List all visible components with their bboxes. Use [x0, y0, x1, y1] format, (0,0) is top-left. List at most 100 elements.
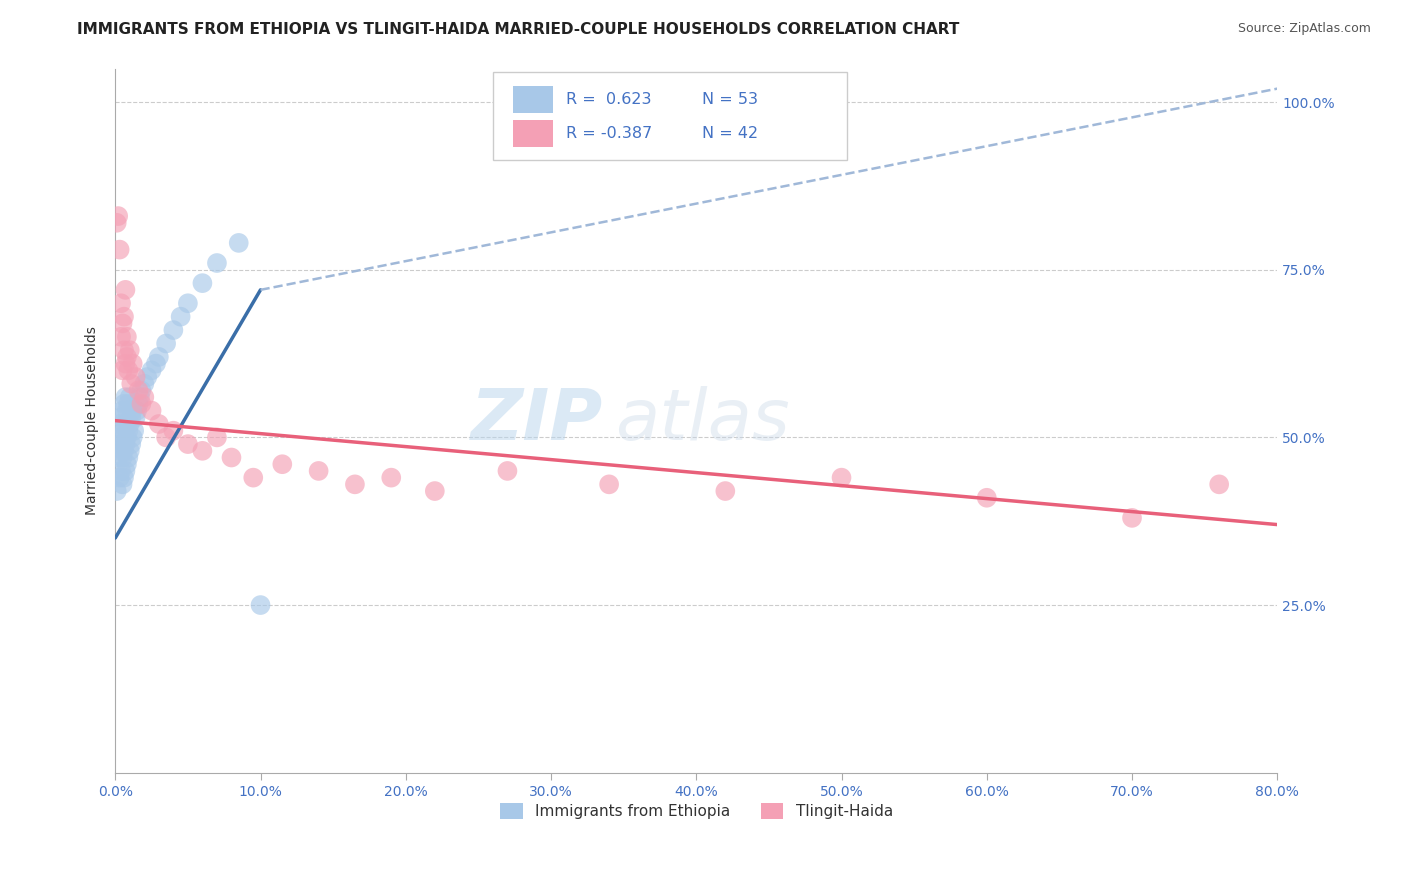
Point — [121, 403, 143, 417]
Point — [343, 477, 366, 491]
Point — [124, 410, 146, 425]
Point — [108, 443, 131, 458]
Point — [112, 310, 135, 324]
Text: N = 42: N = 42 — [702, 126, 758, 141]
Point — [118, 417, 141, 431]
Point — [129, 390, 152, 404]
Point — [108, 417, 131, 431]
Text: IMMIGRANTS FROM ETHIOPIA VS TLINGIT-HAIDA MARRIED-COUPLE HOUSEHOLDS CORRELATION : IMMIGRANTS FROM ETHIOPIA VS TLINGIT-HAID… — [77, 22, 960, 37]
Bar — [513, 87, 554, 113]
Point — [120, 437, 142, 451]
Point — [118, 390, 141, 404]
Point — [121, 357, 143, 371]
Point — [155, 430, 177, 444]
Point — [976, 491, 998, 505]
Point — [115, 430, 138, 444]
Point — [177, 296, 200, 310]
Point — [205, 430, 228, 444]
Point — [155, 336, 177, 351]
Text: N = 53: N = 53 — [702, 92, 758, 107]
Point — [117, 424, 139, 438]
Point — [110, 437, 132, 451]
Point — [191, 276, 214, 290]
Point — [115, 350, 138, 364]
Point — [221, 450, 243, 465]
Point — [177, 437, 200, 451]
Point — [131, 384, 153, 398]
Point — [271, 457, 294, 471]
Point — [114, 357, 136, 371]
Point — [598, 477, 620, 491]
Point — [141, 403, 163, 417]
Point — [110, 330, 132, 344]
Point — [134, 390, 156, 404]
Point — [249, 598, 271, 612]
Point — [380, 470, 402, 484]
Point — [131, 397, 153, 411]
Point — [122, 424, 145, 438]
Point — [121, 430, 143, 444]
Point — [112, 470, 135, 484]
Point — [118, 443, 141, 458]
Point — [1208, 477, 1230, 491]
Point — [205, 256, 228, 270]
Point — [111, 450, 134, 465]
Point — [110, 410, 132, 425]
Point — [228, 235, 250, 250]
Point — [111, 403, 134, 417]
Point — [112, 343, 135, 358]
Point — [112, 397, 135, 411]
Point — [128, 384, 150, 398]
Point — [242, 470, 264, 484]
Point — [141, 363, 163, 377]
Point — [117, 397, 139, 411]
Point — [124, 370, 146, 384]
Point — [136, 370, 159, 384]
Point — [112, 443, 135, 458]
Point — [148, 417, 170, 431]
Point — [162, 323, 184, 337]
Point — [107, 430, 129, 444]
Text: ZIP: ZIP — [471, 386, 603, 455]
Point — [128, 397, 150, 411]
FancyBboxPatch shape — [494, 72, 848, 160]
Text: R = -0.387: R = -0.387 — [567, 126, 652, 141]
Point — [111, 317, 134, 331]
Point — [114, 390, 136, 404]
Point — [162, 424, 184, 438]
Point — [148, 350, 170, 364]
Point — [114, 437, 136, 451]
Point — [120, 376, 142, 391]
Point — [308, 464, 330, 478]
Point — [145, 357, 167, 371]
Text: atlas: atlas — [614, 386, 790, 455]
Point — [111, 363, 134, 377]
Point — [117, 450, 139, 465]
Point — [134, 376, 156, 391]
Point — [114, 283, 136, 297]
Point — [115, 457, 138, 471]
Text: Source: ZipAtlas.com: Source: ZipAtlas.com — [1237, 22, 1371, 36]
Point — [111, 430, 134, 444]
Point — [108, 470, 131, 484]
Point — [169, 310, 191, 324]
Point — [423, 484, 446, 499]
Point — [105, 484, 128, 499]
Point — [831, 470, 853, 484]
Point — [714, 484, 737, 499]
Point — [120, 410, 142, 425]
Bar — [513, 120, 554, 146]
Point — [110, 296, 132, 310]
Point — [115, 403, 138, 417]
Point — [114, 417, 136, 431]
Point — [107, 450, 129, 465]
Text: R =  0.623: R = 0.623 — [567, 92, 651, 107]
Point — [107, 209, 129, 223]
Point — [115, 330, 138, 344]
Point — [111, 477, 134, 491]
Point — [108, 243, 131, 257]
Point — [118, 343, 141, 358]
Point — [1121, 511, 1143, 525]
Legend: Immigrants from Ethiopia, Tlingit-Haida: Immigrants from Ethiopia, Tlingit-Haida — [494, 797, 898, 825]
Point — [496, 464, 519, 478]
